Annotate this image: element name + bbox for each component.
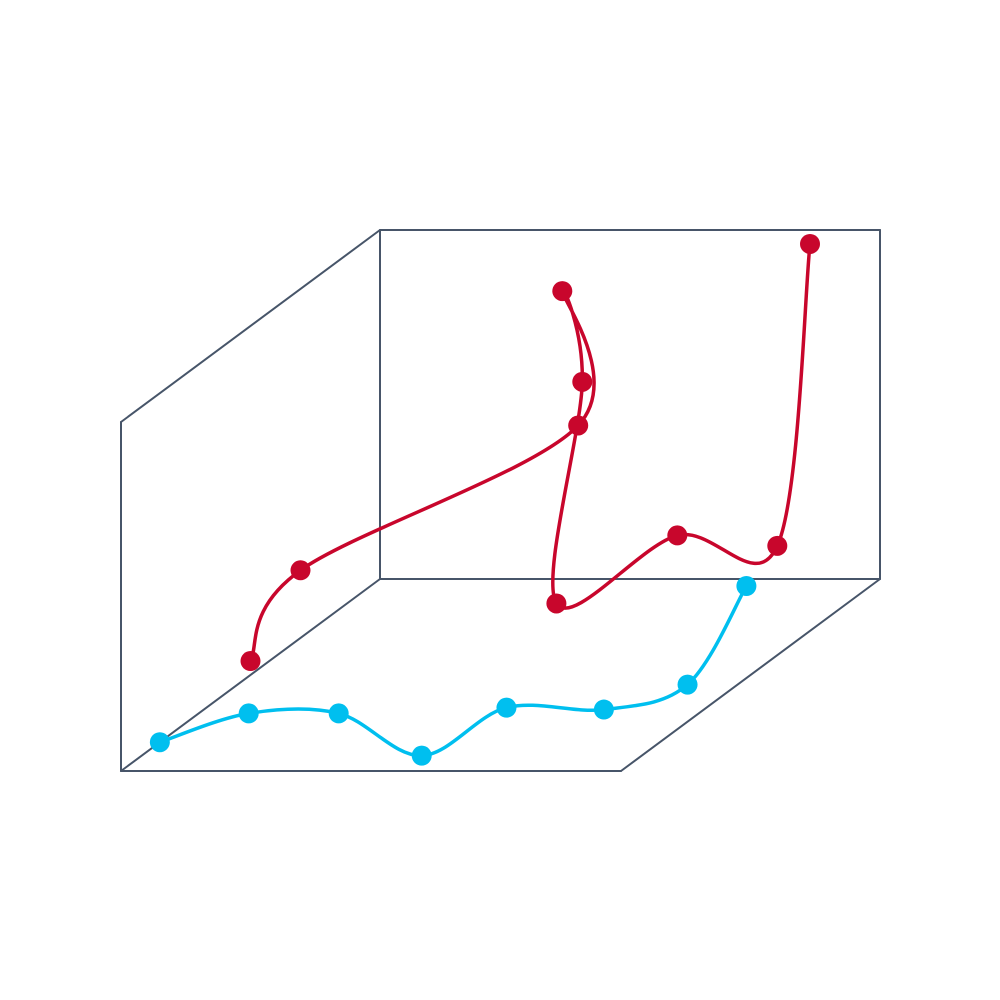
series-2-point-1 [149,732,170,753]
series-2-point-6 [593,699,614,720]
series-1-line [248,242,812,663]
side-wall-top-edge [120,229,381,423]
series-2-point-2 [238,703,259,724]
series-2-point-5 [496,697,517,718]
series-1-point-3 [568,415,589,436]
series-2-point-4 [411,745,432,766]
series-2-point-8 [736,576,757,596]
series-2-point-7 [677,674,698,695]
series-1-point-4 [552,281,573,302]
series-1-point-9 [800,233,820,254]
series-group [149,233,820,766]
series-2-point-3 [328,703,349,724]
series-1-point-2 [290,560,311,581]
plot-box [120,229,881,772]
series-1-point-6 [546,593,567,614]
series-1 [240,233,820,672]
floor-right-edge [620,578,881,772]
series-2 [149,576,757,766]
series-1-point-5 [572,371,593,392]
series-1-point-8 [767,535,788,556]
series-1-point-7 [667,525,688,546]
series-2-line [158,584,749,758]
series-1-point-1 [240,651,261,672]
